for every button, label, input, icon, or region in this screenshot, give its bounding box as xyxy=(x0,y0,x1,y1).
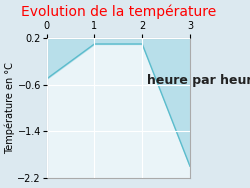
Y-axis label: Température en °C: Température en °C xyxy=(4,62,15,154)
Title: Evolution de la température: Evolution de la température xyxy=(21,4,216,19)
Text: heure par heure: heure par heure xyxy=(147,74,250,87)
